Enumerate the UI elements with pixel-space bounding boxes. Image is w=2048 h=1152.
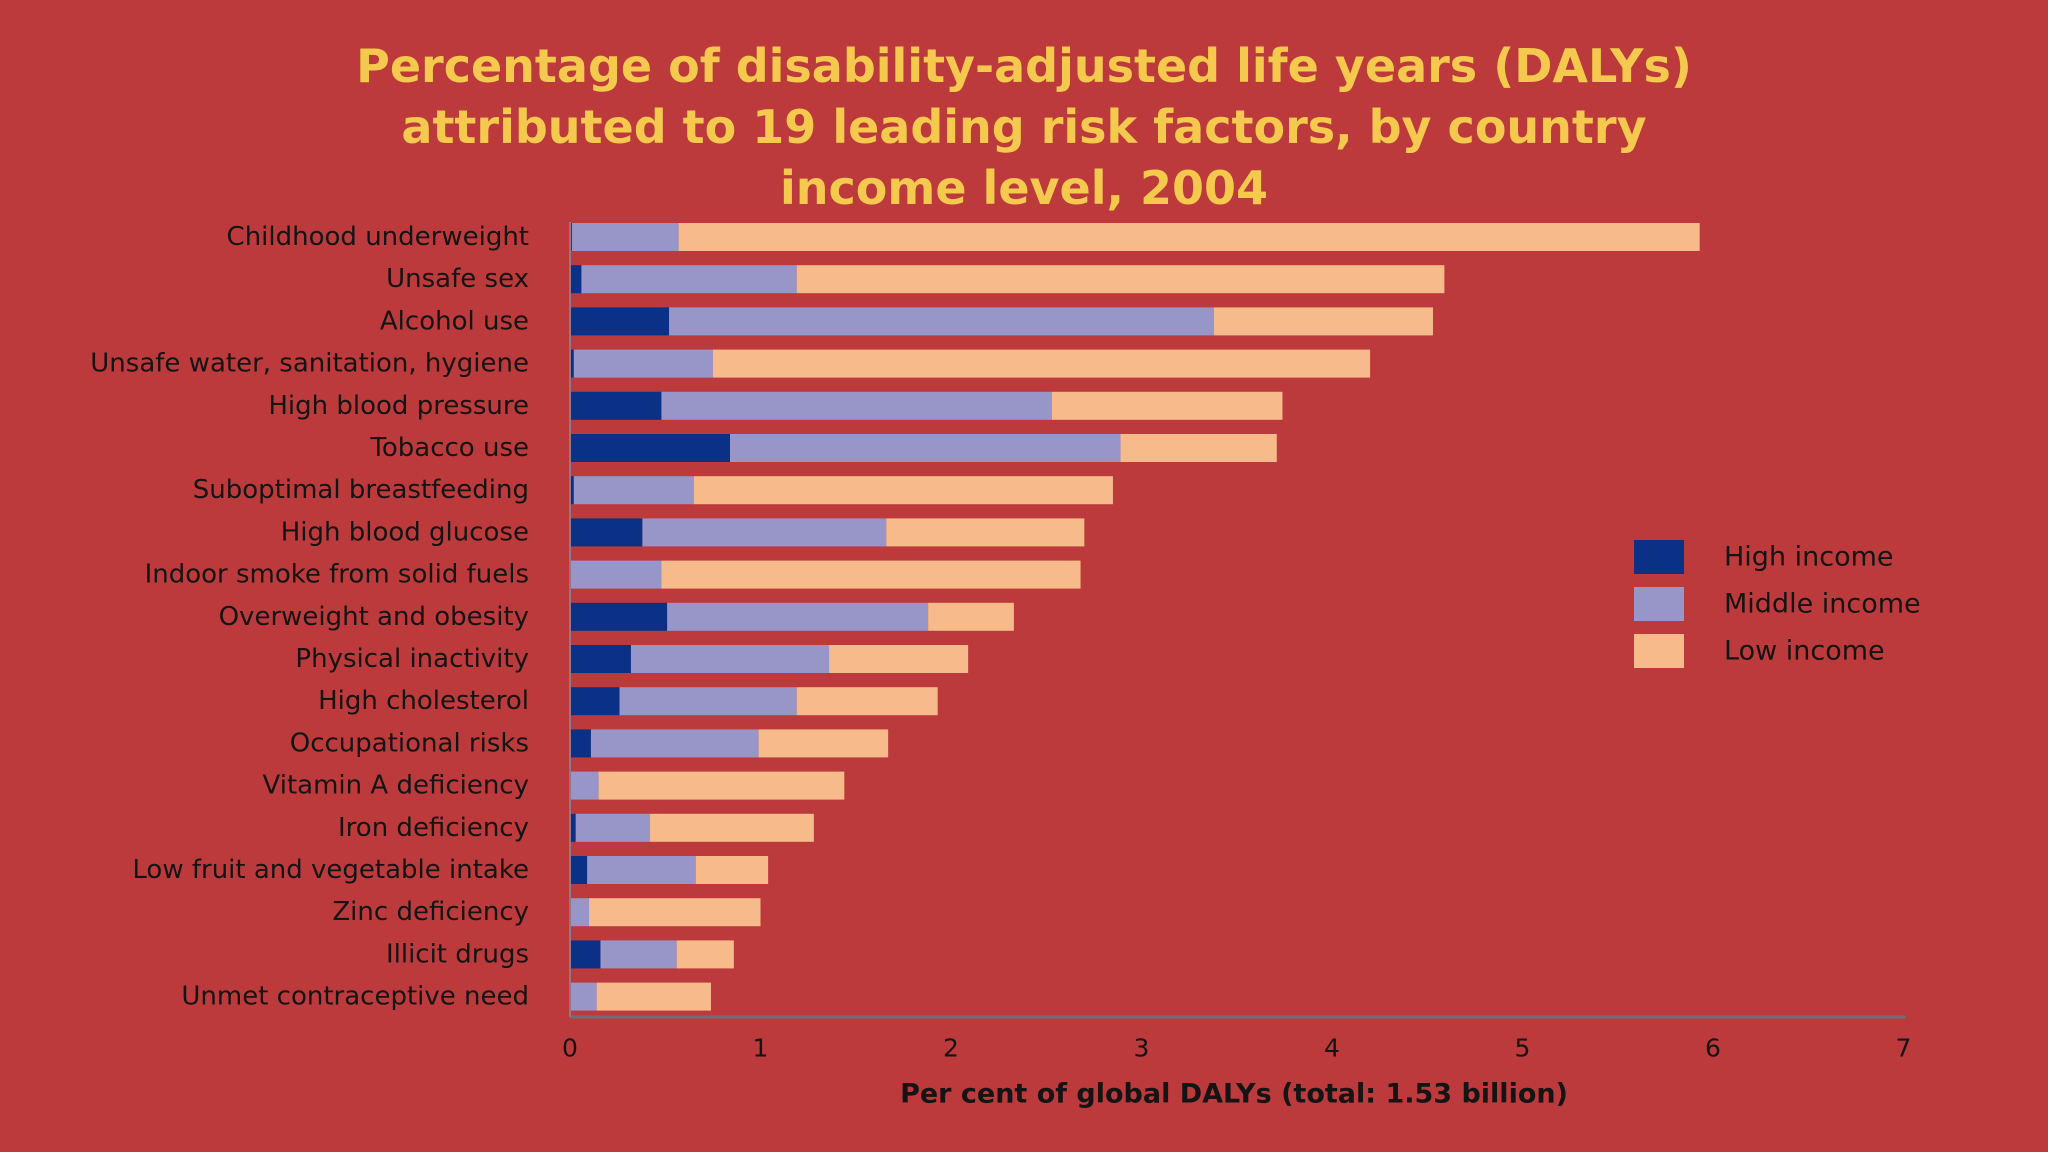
bar-illicit-drugs-low-income (676, 940, 734, 969)
bar-iron-deficiency-high-income (570, 813, 576, 842)
bar-tobacco-use-middle-income (730, 434, 1121, 462)
bar-iron-deficiency-middle-income (575, 813, 651, 842)
bar-childhood-underweight-middle-income (571, 223, 679, 251)
legend-label-middle-income: Middle income (1724, 589, 1921, 620)
bar-vitamin-a-deficiency-middle-income (570, 771, 599, 800)
category-label-vitamin-a-deficiency: Vitamin A deficiency (263, 771, 529, 801)
category-label-illicit-drugs: Illicit drugs (386, 939, 529, 969)
x-tick-label-5: 5 (1515, 1034, 1531, 1063)
bar-occupational-risks-middle-income (590, 729, 759, 758)
chart-title-line-2: attributed to 19 leading risk factors, b… (401, 100, 1647, 154)
bar-high-blood-glucose-low-income (886, 518, 1085, 547)
bar-high-blood-pressure-middle-income (661, 391, 1052, 420)
bar-occupational-risks-low-income (758, 729, 889, 758)
bar-high-blood-glucose-middle-income (642, 518, 887, 547)
category-label-occupational-risks: Occupational risks (290, 728, 529, 758)
x-tick-label-7: 7 (1896, 1034, 1912, 1063)
bars-layer (570, 223, 1700, 1011)
category-label-childhood-underweight: Childhood underweight (227, 222, 529, 252)
category-label-tobacco-use: Tobacco use (369, 433, 529, 463)
bar-high-cholesterol-low-income (796, 687, 938, 716)
category-label-iron-deficiency: Iron deficiency (338, 813, 529, 843)
category-label-high-blood-pressure: High blood pressure (268, 391, 529, 421)
x-tick-label-2: 2 (943, 1034, 959, 1063)
bar-overweight-and-obesity-high-income (570, 602, 668, 631)
bar-unsafe-sex-middle-income (581, 265, 797, 294)
category-label-low-fruit-and-vegetable-intake: Low fruit and vegetable intake (132, 855, 529, 885)
bar-illicit-drugs-middle-income (600, 940, 677, 969)
chart-title-line-1: Percentage of disability-adjusted life y… (356, 39, 1692, 93)
bar-overweight-and-obesity-middle-income (667, 602, 929, 631)
bar-unsafe-water-sanitation-hygiene-low-income (712, 349, 1371, 378)
bar-suboptimal-breastfeeding-low-income (693, 476, 1113, 505)
bar-unmet-contraceptive-need-low-income (596, 982, 711, 1011)
bar-unmet-contraceptive-need-middle-income (570, 982, 597, 1011)
bar-indoor-smoke-from-solid-fuels-middle-income (570, 560, 662, 589)
x-tick-label-0: 0 (562, 1034, 578, 1063)
bar-childhood-underweight-low-income (678, 223, 1700, 251)
bar-unsafe-water-sanitation-hygiene-middle-income (573, 349, 713, 378)
x-axis-title: Per cent of global DALYs (total: 1.53 bi… (900, 1079, 1568, 1110)
legend-label-low-income: Low income (1724, 636, 1885, 667)
x-tick-label-6: 6 (1705, 1034, 1721, 1063)
bar-suboptimal-breastfeeding-middle-income (573, 476, 694, 505)
bar-physical-inactivity-low-income (829, 645, 969, 673)
category-label-zinc-deficiency: Zinc deficiency (332, 897, 529, 927)
category-label-indoor-smoke-from-solid-fuels: Indoor smoke from solid fuels (145, 560, 529, 590)
category-label-unsafe-water-sanitation-hygiene: Unsafe water, sanitation, hygiene (90, 349, 529, 379)
category-label-unmet-contraceptive-need: Unmet contraceptive need (181, 982, 529, 1012)
legend-label-high-income: High income (1724, 542, 1894, 573)
chart-title: Percentage of disability-adjusted life y… (0, 36, 2048, 219)
bar-low-fruit-and-vegetable-intake-low-income (695, 856, 769, 884)
category-label-alcohol-use: Alcohol use (380, 306, 529, 336)
bar-zinc-deficiency-low-income (589, 898, 761, 927)
bar-zinc-deficiency-middle-income (570, 898, 590, 927)
category-label-physical-inactivity: Physical inactivity (295, 644, 529, 674)
bar-physical-inactivity-high-income (570, 645, 631, 673)
bar-unsafe-sex-high-income (570, 265, 582, 294)
x-tick-label-4: 4 (1324, 1034, 1340, 1063)
bar-tobacco-use-high-income (570, 434, 731, 462)
bar-overweight-and-obesity-low-income (928, 602, 1014, 631)
bar-occupational-risks-high-income (570, 729, 591, 758)
category-label-suboptimal-breastfeeding: Suboptimal breastfeeding (193, 475, 529, 505)
category-label-overweight-and-obesity: Overweight and obesity (219, 602, 529, 632)
x-axis: 0 1 2 3 4 5 6 7 Per cent of global DALYs (total:… (562, 222, 1911, 1110)
bar-illicit-drugs-high-income (570, 940, 601, 969)
category-label-unsafe-sex: Unsafe sex (386, 264, 529, 294)
bar-high-blood-pressure-low-income (1051, 391, 1283, 420)
bar-suboptimal-breastfeeding-high-income (570, 476, 574, 505)
legend: High income Middle income Low income (1634, 540, 1921, 668)
category-label-high-cholesterol: High cholesterol (318, 686, 529, 716)
bar-high-blood-pressure-high-income (570, 391, 662, 420)
category-label-high-blood-glucose: High blood glucose (281, 517, 529, 547)
category-labels: Childhood underweight Unsafe sex Alcohol u… (90, 222, 529, 1012)
bar-high-blood-glucose-high-income (570, 518, 643, 547)
bar-alcohol-use-middle-income (669, 307, 1214, 336)
bar-unsafe-sex-low-income (796, 265, 1445, 294)
x-tick-label-3: 3 (1134, 1034, 1150, 1063)
x-tick-label-1: 1 (753, 1034, 769, 1063)
bar-iron-deficiency-low-income (650, 813, 814, 842)
chart-title-line-3: income level, 2004 (780, 161, 1268, 215)
bar-alcohol-use-high-income (570, 307, 670, 336)
bar-tobacco-use-low-income (1120, 434, 1277, 462)
legend-swatch-high-income (1634, 540, 1684, 574)
bar-indoor-smoke-from-solid-fuels-low-income (661, 560, 1081, 589)
legend-swatch-low-income (1634, 634, 1684, 668)
bar-physical-inactivity-middle-income (630, 645, 830, 673)
legend-swatch-middle-income (1634, 587, 1684, 621)
bar-unsafe-water-sanitation-hygiene-high-income (570, 349, 574, 378)
bar-high-cholesterol-middle-income (619, 687, 797, 716)
bar-high-cholesterol-high-income (570, 687, 620, 716)
bar-vitamin-a-deficiency-low-income (598, 771, 845, 800)
bar-low-fruit-and-vegetable-intake-high-income (570, 856, 588, 884)
bar-alcohol-use-low-income (1213, 307, 1433, 336)
bar-low-fruit-and-vegetable-intake-middle-income (587, 856, 696, 884)
